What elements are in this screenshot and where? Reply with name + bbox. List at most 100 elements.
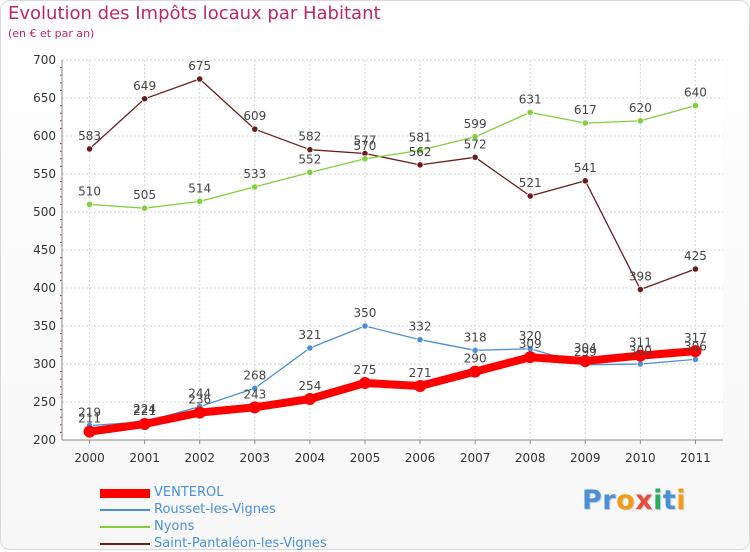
data-point [251, 125, 259, 133]
data-label: 552 [298, 152, 321, 166]
series-line [88, 78, 697, 291]
logo-letter: P [582, 485, 603, 516]
chart-legend: VENTEROL Rousset-les-Vignes Nyons Saint-… [100, 484, 327, 552]
data-label: 675 [188, 59, 211, 73]
data-point [471, 346, 479, 354]
data-label: 321 [298, 328, 321, 342]
data-label: 300 [629, 344, 652, 358]
data-label: 211 [78, 412, 101, 426]
data-point [579, 354, 592, 367]
data-point [306, 146, 314, 154]
data-point [416, 336, 424, 344]
data-point [306, 168, 314, 177]
data-label: 505 [133, 188, 156, 202]
data-point [581, 177, 589, 185]
y-tick-label: 350 [33, 319, 56, 333]
logo-letter: r [602, 485, 617, 516]
data-point [469, 365, 482, 378]
data-point [83, 425, 96, 438]
x-tick-label: 2002 [184, 451, 215, 465]
legend-label-rousset: Rousset-les-Vignes [154, 502, 276, 517]
data-label: 236 [188, 393, 211, 407]
data-label: 582 [298, 130, 321, 144]
y-tick-label: 600 [33, 129, 56, 143]
data-point [416, 146, 424, 155]
legend-label-venterol: VENTEROL [154, 485, 224, 500]
logo-letter: o [616, 485, 636, 516]
data-label: 275 [354, 363, 377, 377]
y-tick-label: 450 [33, 243, 56, 257]
data-point [526, 192, 534, 200]
data-point [691, 265, 700, 273]
data-point [138, 418, 151, 431]
logo-letter: i [676, 485, 687, 516]
data-point [471, 133, 479, 141]
data-label: 631 [519, 92, 542, 106]
logo-letter: t [662, 485, 677, 516]
data-label: 311 [629, 336, 652, 350]
data-label: 510 [78, 184, 101, 198]
data-point [85, 200, 94, 208]
data-label: 320 [519, 329, 542, 343]
data-label: 599 [464, 117, 487, 131]
data-label: 620 [629, 101, 652, 115]
data-label: 541 [574, 161, 597, 175]
data-point [251, 384, 259, 392]
data-point [193, 406, 206, 419]
data-point [303, 392, 316, 405]
chart-title: Evolution des Impôts locaux par Habitant [8, 3, 381, 24]
data-label: 299 [574, 345, 597, 359]
x-tick-label: 2010 [625, 451, 656, 465]
x-tick-label: 2006 [405, 451, 436, 465]
data-label: 617 [574, 103, 597, 117]
legend-item-venterol: VENTEROL [100, 484, 327, 501]
chart-subtitle: (en € et par an) [8, 27, 95, 40]
data-label: 318 [464, 330, 487, 344]
y-tick-label: 700 [33, 53, 56, 67]
data-point [141, 204, 149, 212]
y-tick-label: 200 [33, 433, 56, 447]
data-label: 268 [243, 368, 266, 382]
logo-letter: x [635, 485, 654, 516]
data-label: 398 [629, 270, 652, 284]
y-tick-label: 500 [33, 205, 56, 219]
data-point [361, 155, 369, 163]
data-point [636, 117, 644, 125]
data-label: 317 [684, 331, 707, 345]
legend-label-saint-pantaleon: Saint-Pantaléon-les-Vignes [154, 536, 327, 551]
series-line [88, 325, 697, 427]
series-line [85, 347, 700, 436]
data-point [248, 401, 261, 414]
data-label: 640 [684, 86, 707, 100]
data-label: 304 [574, 341, 597, 355]
data-point [141, 95, 149, 103]
legend-item-saint-pantaleon: Saint-Pantaléon-les-Vignes [100, 535, 327, 552]
legend-item-rousset: Rousset-les-Vignes [100, 501, 327, 518]
data-point [471, 153, 479, 161]
data-label: 350 [354, 306, 377, 320]
data-label: 577 [354, 133, 377, 147]
data-label: 332 [409, 320, 432, 334]
y-tick-label: 550 [33, 167, 56, 181]
logo-letter: i [653, 485, 663, 516]
x-tick-label: 2004 [295, 451, 326, 465]
legend-swatch-rousset [100, 508, 150, 511]
data-point [526, 108, 534, 117]
x-tick-label: 2011 [680, 451, 711, 465]
data-label: 254 [298, 379, 321, 393]
data-point [414, 380, 427, 393]
data-label: 649 [133, 79, 156, 93]
data-point [524, 351, 537, 364]
series-line [88, 104, 697, 209]
data-point [85, 145, 94, 153]
x-tick-label: 2008 [515, 451, 546, 465]
data-label: 583 [78, 129, 101, 143]
legend-swatch-nyons [100, 525, 150, 528]
data-point [251, 183, 259, 191]
legend-label-nyons: Nyons [154, 519, 195, 534]
data-label: 425 [684, 249, 707, 263]
data-point [196, 197, 204, 205]
data-label: 572 [464, 137, 487, 151]
data-label: 562 [409, 145, 432, 159]
x-tick-label: 2007 [460, 451, 491, 465]
